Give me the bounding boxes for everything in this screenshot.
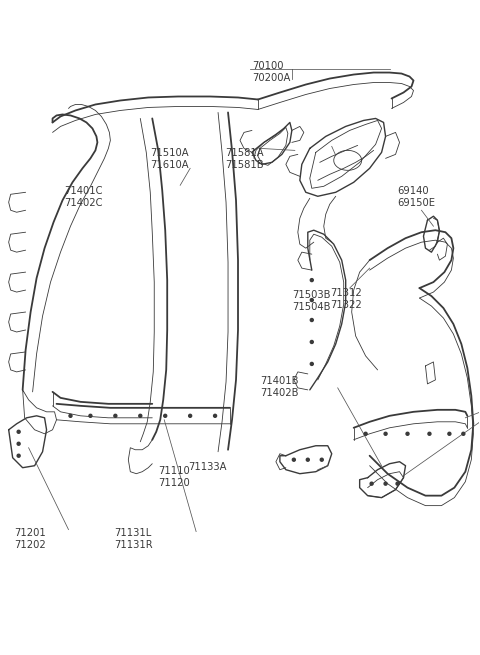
Text: 70100: 70100 xyxy=(252,60,284,71)
Circle shape xyxy=(384,482,387,485)
Circle shape xyxy=(310,341,313,343)
Text: 71503B: 71503B xyxy=(292,290,330,300)
Circle shape xyxy=(364,432,367,436)
Text: 71504B: 71504B xyxy=(292,302,330,312)
Text: 71401C: 71401C xyxy=(64,186,103,196)
Circle shape xyxy=(310,318,313,322)
Circle shape xyxy=(370,482,373,485)
Circle shape xyxy=(310,299,313,301)
Text: 71510A: 71510A xyxy=(150,149,189,159)
Circle shape xyxy=(164,415,167,417)
Circle shape xyxy=(428,432,431,436)
Text: 71201: 71201 xyxy=(15,527,47,538)
Circle shape xyxy=(292,458,295,461)
Text: 70200A: 70200A xyxy=(252,73,290,83)
Circle shape xyxy=(17,454,20,457)
Text: 69140: 69140 xyxy=(397,186,429,196)
Circle shape xyxy=(448,432,451,436)
Text: 71120: 71120 xyxy=(158,477,190,488)
Circle shape xyxy=(320,458,323,461)
Text: 71581A: 71581A xyxy=(225,149,264,159)
Text: 71402B: 71402B xyxy=(260,388,299,398)
Text: 71110: 71110 xyxy=(158,466,190,476)
Circle shape xyxy=(462,432,465,436)
Text: 71202: 71202 xyxy=(15,540,47,550)
Circle shape xyxy=(139,415,142,417)
Circle shape xyxy=(406,432,409,436)
Text: 69150E: 69150E xyxy=(397,198,435,208)
Text: 71133A: 71133A xyxy=(188,462,227,472)
Circle shape xyxy=(214,415,216,417)
Text: 71402C: 71402C xyxy=(64,198,103,208)
Text: 71131L: 71131L xyxy=(114,527,152,538)
Text: 71312: 71312 xyxy=(330,288,361,298)
Text: 71131R: 71131R xyxy=(114,540,153,550)
Circle shape xyxy=(69,415,72,417)
Circle shape xyxy=(384,432,387,436)
Text: 71322: 71322 xyxy=(330,300,361,310)
Circle shape xyxy=(310,278,313,282)
Circle shape xyxy=(396,482,399,485)
Circle shape xyxy=(17,442,20,445)
Text: 71610A: 71610A xyxy=(150,160,189,170)
Circle shape xyxy=(189,415,192,417)
Circle shape xyxy=(310,362,313,365)
Text: 71401B: 71401B xyxy=(260,376,299,386)
Circle shape xyxy=(89,415,92,417)
Circle shape xyxy=(306,458,309,461)
Text: 71581B: 71581B xyxy=(225,160,264,170)
Circle shape xyxy=(114,415,117,417)
Circle shape xyxy=(17,430,20,433)
